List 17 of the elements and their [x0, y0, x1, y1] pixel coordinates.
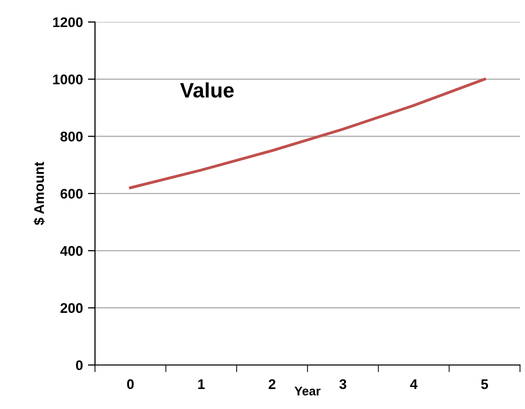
y-axis-title: $ Amount	[34, 162, 45, 226]
y-tick-label: 200	[60, 303, 83, 314]
y-tick-label: 800	[60, 132, 83, 142]
x-tick-label: 2	[268, 379, 276, 389]
y-tick-label: 0	[76, 360, 83, 370]
x-tick-label: 5	[481, 379, 488, 390]
y-tick-label: 400	[60, 246, 83, 256]
text: Value	[180, 82, 234, 98]
x-tick-label: 3	[339, 379, 346, 390]
x-tick-label: 0	[127, 379, 134, 390]
x-axis-title: Year	[294, 386, 321, 396]
x-tick-label: 1	[198, 379, 205, 389]
y-tick-label: 1200	[53, 17, 83, 28]
x-tick-label: 4	[410, 379, 418, 389]
y-tick-label: 1000	[53, 74, 83, 84]
y-tick-label: 600	[60, 188, 83, 199]
line-series	[129, 78, 486, 190]
